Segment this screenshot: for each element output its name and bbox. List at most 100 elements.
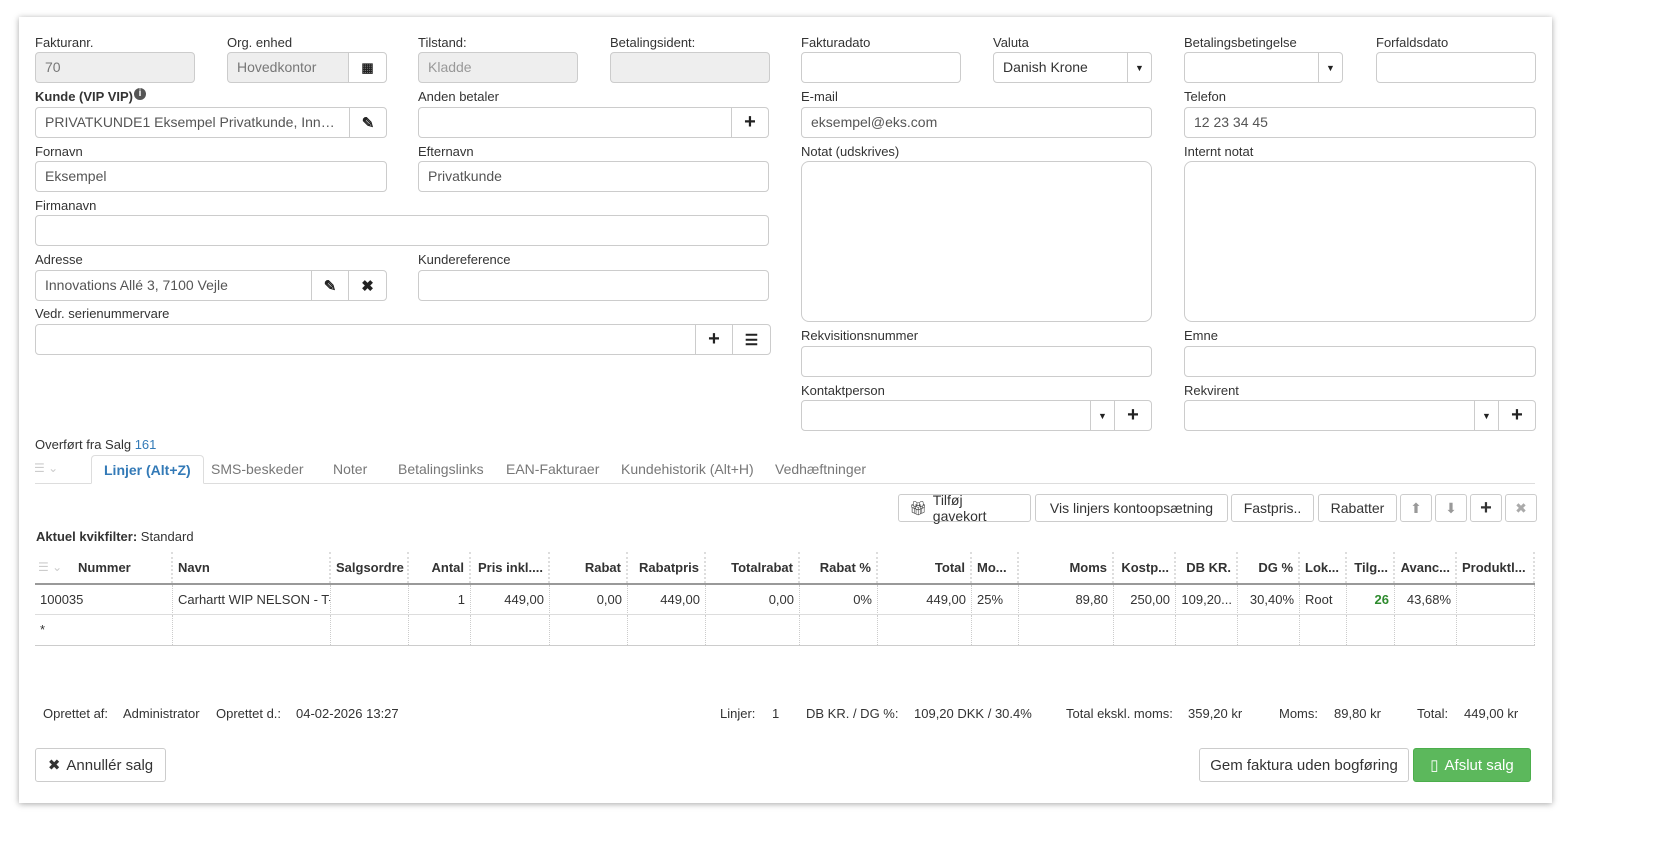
new-row-cell[interactable] (1114, 615, 1176, 645)
new-row-cell[interactable] (1300, 615, 1347, 645)
kontaktperson-dropdown[interactable]: ▼ (1090, 400, 1115, 431)
finish-sale-button[interactable]: ▯ Afslut salg (1413, 748, 1531, 782)
rekvisitionsnummer-field[interactable] (801, 346, 1152, 377)
new-row-cell[interactable] (1347, 615, 1395, 645)
cell-produktlinje[interactable] (1457, 585, 1535, 615)
firmanavn-field[interactable] (35, 215, 769, 246)
column-header-moms[interactable]: Moms (1019, 552, 1114, 583)
cell-lokation[interactable]: Root (1300, 585, 1347, 615)
new-row-cell[interactable] (409, 615, 471, 645)
cell-total[interactable]: 449,00 (878, 585, 972, 615)
add-payer-button[interactable]: + (731, 107, 769, 138)
new-row-cell[interactable] (1457, 615, 1535, 645)
column-header-kostpris[interactable]: Kostp... (1114, 552, 1176, 583)
cell-kostpris[interactable]: 250,00 (1114, 585, 1176, 615)
tab-vedhaeftninger[interactable]: Vedhæftninger (775, 461, 867, 477)
betalingsbetingelse-dropdown[interactable]: ▼ (1318, 52, 1343, 83)
info-icon[interactable]: i (134, 88, 146, 100)
column-header-rabat[interactable]: Rabat (550, 552, 628, 583)
cell-salgsordre[interactable] (331, 585, 409, 615)
column-header-salgsordre[interactable]: Salgsordre (331, 552, 409, 583)
fornavn-field[interactable]: Eksempel (35, 161, 387, 192)
add-rekvirent-button[interactable]: + (1498, 400, 1536, 431)
new-row-cell[interactable] (800, 615, 878, 645)
column-header-produktlinje[interactable]: Produktl... (1457, 552, 1535, 583)
clear-address-button[interactable]: ✖ (348, 270, 387, 301)
cell-nummer[interactable]: 100035 (35, 585, 173, 615)
new-row-cell[interactable] (331, 615, 409, 645)
column-header-dg-pct[interactable]: DG % (1238, 552, 1300, 583)
column-header-db-kr[interactable]: DB KR. (1176, 552, 1238, 583)
cell-rabat[interactable]: 0,00 (550, 585, 628, 615)
cell-pris[interactable]: 449,00 (471, 585, 550, 615)
calendar-button[interactable]: ▦ (348, 52, 387, 83)
rekvirent-select[interactable] (1184, 400, 1475, 431)
add-giftcard-button[interactable]: 🎁︎ Tilføj gavekort (898, 492, 1031, 524)
tab-linjer[interactable]: Linjer (Alt+Z) (91, 455, 204, 484)
new-row-cell[interactable] (471, 615, 550, 645)
adresse-field[interactable]: Innovations Allé 3, 7100 Vejle (35, 270, 312, 301)
new-row-cell[interactable] (1238, 615, 1300, 645)
move-up-button[interactable]: ⬆ (1400, 494, 1432, 522)
cell-antal[interactable]: 1 (409, 585, 471, 615)
new-row-cell[interactable] (1176, 615, 1238, 645)
cell-navn[interactable]: Carhartt WIP NELSON - T- (173, 585, 331, 615)
column-header-navn[interactable]: Navn (173, 552, 331, 583)
tab-noter[interactable]: Noter (333, 461, 368, 477)
telefon-field[interactable]: 12 23 34 45 (1184, 107, 1536, 138)
valuta-dropdown[interactable]: ▼ (1127, 52, 1152, 83)
cell-tilgaengelig[interactable]: 26 (1347, 585, 1395, 615)
tab-ean[interactable]: EAN-Fakturaer (506, 461, 600, 477)
tab-kundehistorik[interactable]: Kundehistorik (Alt+H) (621, 461, 754, 477)
column-header-antal[interactable]: Antal (409, 552, 471, 583)
cell-dg-pct[interactable]: 30,40% (1238, 585, 1300, 615)
internt-notat-textarea[interactable] (1184, 161, 1536, 322)
show-accounts-button[interactable]: Vis linjers kontoopsætning (1035, 494, 1228, 522)
cell-totalrabat[interactable]: 0,00 (706, 585, 800, 615)
add-contact-button[interactable]: + (1114, 400, 1152, 431)
column-header-rabat-pct[interactable]: Rabat % (800, 552, 878, 583)
column-header-total[interactable]: Total (878, 552, 972, 583)
cell-db-kr[interactable]: 109,20... (1176, 585, 1238, 615)
new-row-cell[interactable] (972, 615, 1019, 645)
column-header-pris[interactable]: Pris inkl.... (471, 552, 550, 583)
betalingsbetingelse-select[interactable] (1184, 52, 1319, 83)
new-row-cell[interactable] (1019, 615, 1114, 645)
emne-field[interactable] (1184, 346, 1536, 377)
add-line-button[interactable]: + (1470, 494, 1502, 522)
new-row-marker[interactable]: * (35, 615, 173, 645)
sale-link[interactable]: 161 (134, 437, 157, 452)
new-row-cell[interactable] (550, 615, 628, 645)
email-field[interactable]: eksempel@eks.com (801, 107, 1152, 138)
tab-sms[interactable]: SMS-beskeder (211, 461, 304, 477)
kundereference-field[interactable] (418, 270, 769, 301)
cell-moms[interactable]: 89,80 (1019, 585, 1114, 615)
anden-betaler-field[interactable] (418, 107, 732, 138)
grid-menu-icon[interactable]: ☰ ⌄ (34, 461, 59, 475)
add-serial-button[interactable]: + (695, 324, 733, 355)
new-row-cell[interactable] (628, 615, 706, 645)
delete-line-button[interactable]: ✖ (1505, 494, 1537, 522)
column-header-lokation[interactable]: Lok... (1300, 552, 1347, 583)
edit-customer-button[interactable]: ✎ (349, 107, 387, 138)
rekvirent-dropdown[interactable]: ▼ (1474, 400, 1499, 431)
fakturadato-field[interactable] (801, 52, 961, 83)
move-down-button[interactable]: ⬇ (1435, 494, 1467, 522)
column-header-rabatpris[interactable]: Rabatpris (628, 552, 706, 583)
efternavn-field[interactable]: Privatkunde (418, 161, 769, 192)
new-row-cell[interactable] (173, 615, 331, 645)
tab-betalingslinks[interactable]: Betalingslinks (398, 461, 484, 477)
column-header-moms-pct[interactable]: Mo... (972, 552, 1019, 583)
column-header-tilgaengelig[interactable]: Tilg... (1347, 552, 1395, 583)
new-row-cell[interactable] (1395, 615, 1457, 645)
fixed-price-button[interactable]: Fastpris.. (1231, 494, 1314, 522)
column-header-avance[interactable]: Avanc... (1395, 552, 1457, 583)
column-menu-icon[interactable]: ☰ ⌄ (38, 560, 63, 574)
kunde-field[interactable]: PRIVATKUNDE1 Eksempel Privatkunde, Innov… (35, 107, 350, 138)
serial-list-button[interactable]: ☰ (732, 324, 771, 355)
column-header-nummer[interactable]: Nummer (35, 552, 173, 583)
new-row-cell[interactable] (706, 615, 800, 645)
notat-textarea[interactable] (801, 161, 1152, 322)
edit-address-button[interactable]: ✎ (311, 270, 349, 301)
forfaldsdato-field[interactable] (1376, 52, 1536, 83)
